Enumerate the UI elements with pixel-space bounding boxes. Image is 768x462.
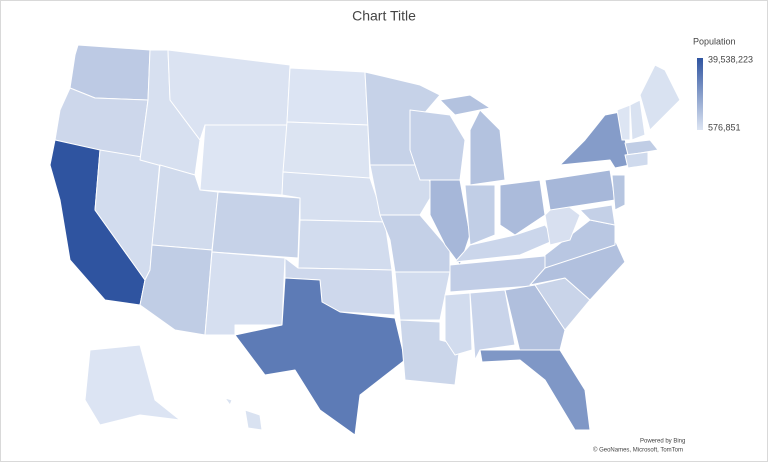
legend-max-label: 39,538,223 [708, 54, 753, 64]
region [611, 174, 626, 211]
region [624, 151, 649, 169]
region [282, 121, 371, 181]
legend-min-label: 576,851 [708, 122, 741, 132]
region [84, 344, 181, 426]
region [439, 94, 506, 186]
legend-colorbar [697, 58, 703, 130]
credit: © GeoNames, Microsoft, TomTom [593, 447, 683, 454]
region [297, 219, 393, 271]
region [69, 44, 151, 101]
states [49, 44, 681, 436]
region [629, 99, 646, 141]
region [624, 139, 659, 156]
chart-title: Chart Title [352, 8, 416, 24]
legend-title: Population [693, 36, 736, 46]
region [504, 284, 566, 353]
credit: Powered by Bing [640, 439, 685, 445]
region [394, 271, 451, 321]
region [479, 349, 591, 431]
region [199, 124, 288, 196]
region [579, 204, 616, 226]
region [234, 277, 406, 436]
region [464, 184, 496, 246]
region [639, 64, 681, 131]
region [211, 191, 301, 259]
region [616, 104, 631, 141]
region [469, 289, 516, 361]
region [544, 219, 616, 269]
region [224, 397, 263, 431]
region [444, 292, 473, 356]
region [499, 179, 546, 236]
region [204, 251, 286, 336]
region [286, 67, 369, 126]
